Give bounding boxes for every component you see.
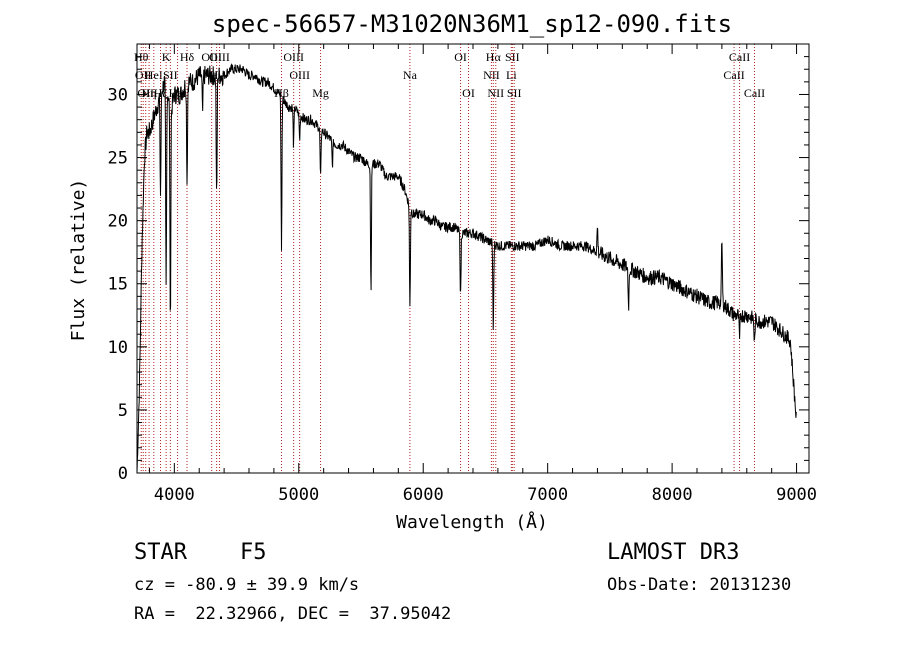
x-tick-label: 8000 [652, 485, 693, 505]
x-tick-label: 4000 [154, 485, 195, 505]
line-marker-label: OII [137, 86, 154, 100]
line-marker-label: Na [403, 68, 418, 82]
spectrum-line [136, 63, 797, 474]
y-tick-label: 0 [118, 464, 128, 484]
line-marker-label: OIII [289, 68, 310, 82]
line-marker-label: OI [462, 86, 475, 100]
coordinates-text: RA = 22.32966, DEC = 37.95042 [134, 604, 452, 624]
redshift-text: cz = -80.9 ± 39.9 km/s [134, 575, 360, 595]
line-marker-label: Hδ [180, 50, 195, 64]
line-marker-label: Mg [312, 86, 329, 100]
x-tick-label: 7000 [527, 485, 568, 505]
line-marker-label: CaII [729, 50, 750, 64]
line-marker-label: Hα [486, 50, 502, 64]
line-marker-label: SII [505, 50, 520, 64]
x-tick-label: 5000 [278, 485, 319, 505]
y-tick-label: 30 [108, 85, 128, 105]
y-tick-label: 25 [108, 149, 128, 169]
y-tick-label: 20 [108, 212, 128, 232]
y-axis-label: Flux (relative) [68, 179, 89, 342]
survey-label: LAMOST DR3 [607, 540, 740, 565]
chart-title: spec-56657-M31020N36M1_sp12-090.fits [212, 10, 732, 38]
x-tick-label: 6000 [403, 485, 444, 505]
object-class: STAR F5 [134, 540, 266, 565]
line-marker-label: OI [454, 50, 467, 64]
axis-ticks: 4000 5000 6000 7000 8000 9000 0 5 10 15 20 25 30 [108, 43, 817, 505]
y-tick-label: 10 [108, 338, 128, 358]
subclass-label: F5 [239, 540, 267, 565]
line-marker-label: SII [163, 68, 178, 82]
x-axis-label: Wavelength (Å) [396, 511, 548, 533]
line-marker-label: OII [135, 68, 152, 82]
line-marker-label: OIII [283, 50, 304, 64]
plot-frame [136, 43, 810, 474]
x-tick-label: 9000 [776, 485, 817, 505]
line-marker-label: K [162, 50, 171, 64]
line-marker-label: OIII [209, 50, 230, 64]
line-marker-label: NII [483, 68, 500, 82]
y-tick-label: 15 [108, 275, 128, 295]
line-marker-label: Li [506, 68, 517, 82]
y-tick-label: 5 [118, 401, 128, 421]
obs-date-text: Obs-Date: 20131230 [607, 575, 792, 595]
class-label: STAR [134, 540, 187, 565]
line-marker-label: CaII [723, 68, 744, 82]
line-marker-label: NII [487, 86, 504, 100]
line-marker-label: Hη [142, 86, 157, 100]
line-marker-label: SII [507, 86, 522, 100]
line-marker-label: CaII [744, 86, 765, 100]
line-marker-label: HeI [145, 68, 163, 82]
